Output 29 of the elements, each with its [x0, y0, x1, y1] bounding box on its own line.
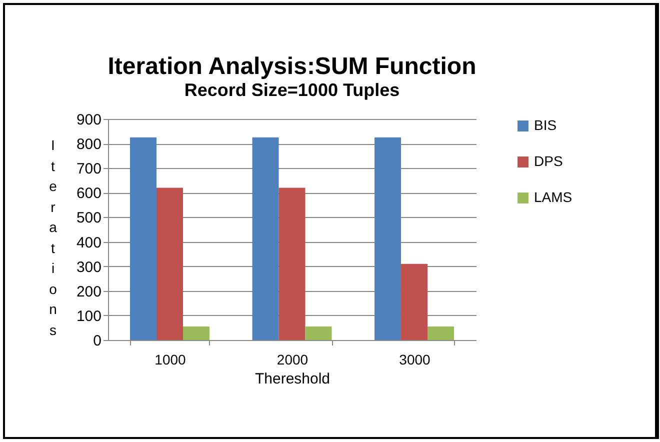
x-tick-label: 1000	[154, 352, 186, 368]
chart-title: Iteration Analysis:SUM Function	[108, 53, 476, 80]
bar	[156, 188, 183, 340]
y-tick-label: 600	[76, 185, 102, 202]
x-axis-title: Thereshold	[254, 370, 330, 388]
y-tick-label: 700	[76, 160, 102, 178]
legend-label: DPS	[534, 153, 563, 169]
bar	[182, 326, 210, 340]
y-tick-label: 800	[76, 136, 102, 154]
x-tick-label: 2000	[276, 352, 308, 368]
chart-subtitle: Record Size=1000 Tuples	[184, 80, 400, 100]
bar	[401, 264, 428, 340]
legend-label: BIS	[534, 117, 557, 133]
y-tick-label: 400	[76, 234, 102, 252]
y-tick-label: 100	[76, 308, 102, 325]
y-tick-label: 500	[76, 210, 102, 227]
y-tick-label: 200	[76, 283, 102, 300]
bar	[130, 137, 156, 340]
legend-label: LAMS	[534, 189, 572, 205]
y-tick-label: 300	[76, 258, 102, 276]
bar	[374, 137, 402, 340]
y-tick-label: 0	[93, 332, 102, 350]
bar	[252, 137, 279, 340]
y-tick-label: 900	[76, 112, 102, 128]
bar	[305, 326, 332, 340]
x-tick-label: 3000	[399, 352, 431, 368]
bar	[278, 188, 306, 340]
text: Iterations	[49, 137, 57, 338]
bar	[428, 326, 454, 340]
